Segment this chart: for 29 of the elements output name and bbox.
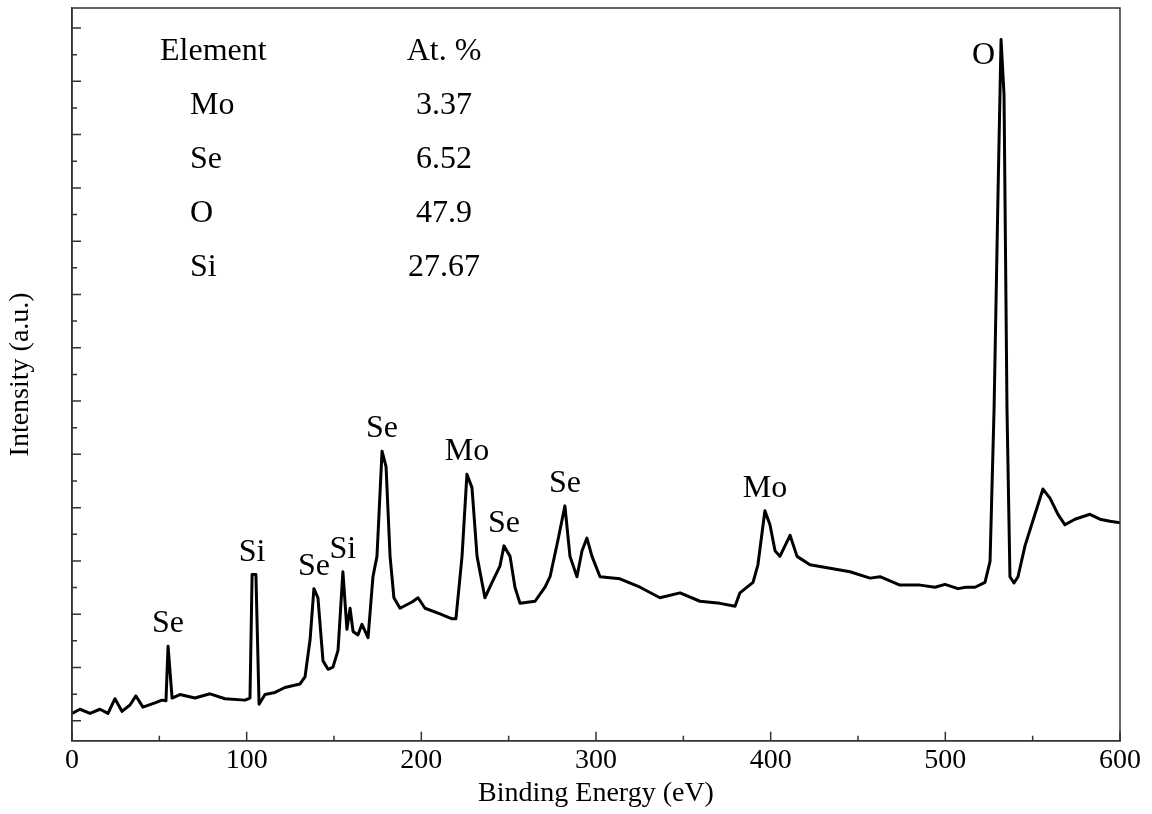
annotation: O [190,193,214,229]
x-tick-label: 300 [575,742,617,774]
annotation: Si [238,531,266,568]
y-axis-title: Intensity (a.u.) [3,292,35,457]
x-axis-title: Binding Energy (eV) [478,775,714,807]
annotation: Se [152,603,185,640]
annotation: Se [190,139,222,175]
annotation: Element [160,31,267,67]
annotation: 6.52 [416,139,472,175]
annotation: Si [190,247,217,283]
x-tick-label: 600 [1099,742,1141,774]
annotation: 3.37 [416,85,472,121]
annotation: Si [329,528,357,565]
annotation: Se [548,462,581,499]
annotation: O [971,34,996,71]
annotation: Mo [190,85,235,121]
x-tick-label: 0 [65,742,79,774]
x-tick-label: 200 [400,742,443,774]
annotation: 27.67 [408,247,480,283]
annotation: At. % [406,31,482,67]
annotation: Mo [742,467,788,504]
annotation: Mo [444,431,490,468]
x-tick-label: 400 [749,742,792,774]
annotation: 47.9 [416,193,472,229]
x-tick-label: 500 [924,742,967,774]
x-tick-label: 100 [225,742,268,774]
annotation: Se [297,545,330,582]
annotation: Se [487,502,520,539]
annotation: Se [366,408,399,445]
